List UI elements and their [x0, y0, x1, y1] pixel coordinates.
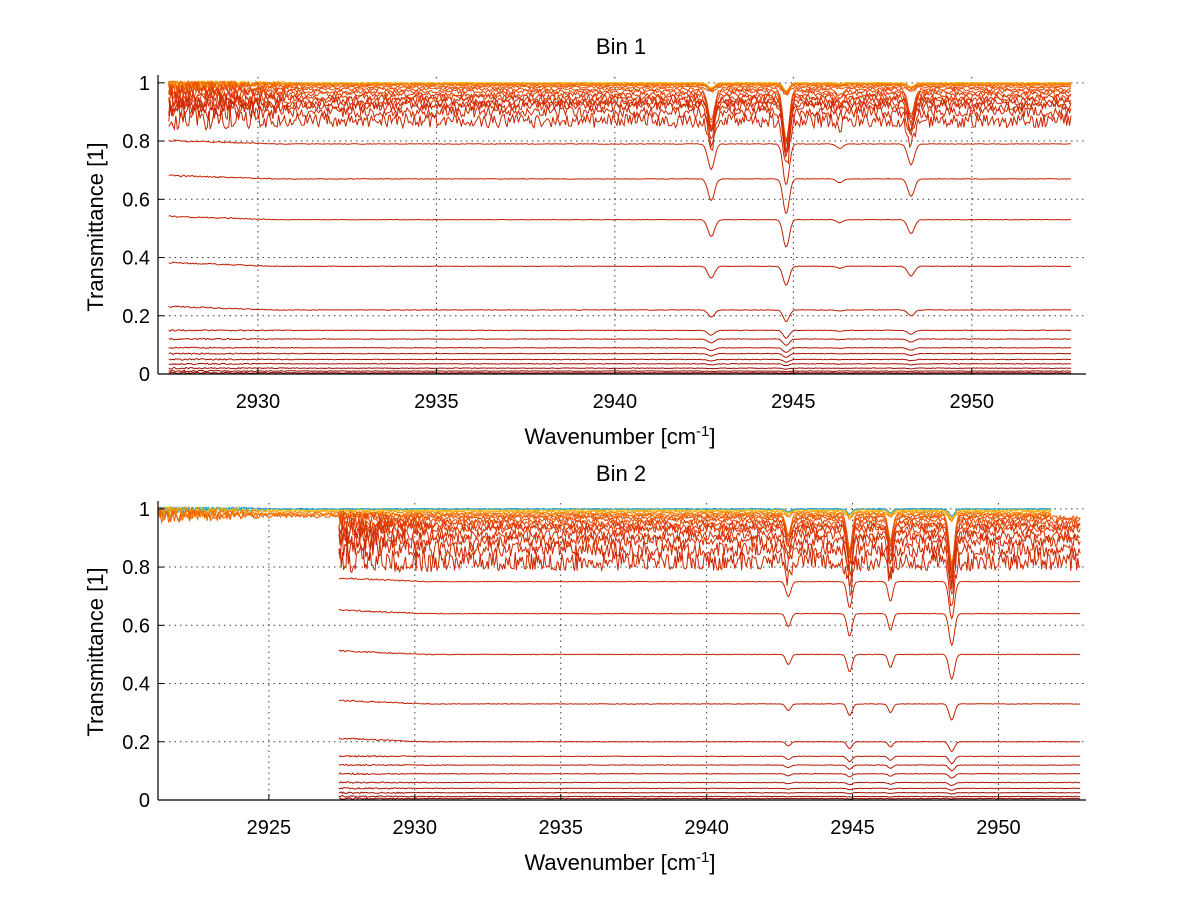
x-tick-label: 2940: [684, 817, 729, 839]
series-line: [168, 81, 1072, 142]
series-line: [338, 577, 1081, 620]
series-line: [338, 515, 1081, 572]
y-tick-label: 0.4: [122, 248, 150, 270]
series-line: [168, 346, 1072, 353]
series-group: [157, 505, 1081, 800]
series-line: [338, 737, 1081, 753]
x-tick-label: 2950: [976, 817, 1021, 839]
series-line: [168, 79, 1072, 94]
x-axis-label: Wavenumber [cm-1]: [524, 423, 715, 450]
series-line: [168, 101, 1072, 158]
y-tick-label: 0.4: [122, 674, 150, 696]
y-tick-label: 0.6: [122, 615, 150, 637]
series-group: [168, 79, 1072, 375]
y-tick-label: 1: [139, 499, 150, 521]
y-tick-label: 0: [139, 790, 150, 812]
axes: [157, 501, 1086, 801]
ticks: 2930 2935 2940 2945 2950 0 0.2 0.4 0.6 0.8 1: [122, 73, 994, 413]
series-line: [168, 84, 1072, 143]
series-line: [338, 781, 1081, 787]
y-tick-label: 0.8: [122, 557, 150, 579]
chart-title: Bin 1: [596, 34, 646, 59]
x-tick-label: 2930: [236, 391, 281, 413]
series-line: [168, 358, 1072, 363]
y-axis-label: Transmittance [1]: [83, 567, 108, 736]
series-line: [157, 508, 1052, 566]
series-line: [338, 524, 1081, 585]
series-line: [168, 261, 1072, 286]
series-line: [168, 352, 1072, 358]
chart-title: Bin 2: [596, 461, 646, 486]
series-line: [168, 362, 1072, 367]
series-line: [168, 369, 1072, 373]
series-line: [168, 337, 1072, 346]
axes: [157, 75, 1086, 375]
series-line: [157, 507, 1052, 523]
x-tick-label: 2925: [247, 817, 292, 839]
series-line: [338, 699, 1081, 721]
y-tick-label: 0.8: [122, 131, 150, 153]
series-line: [168, 139, 1072, 185]
series-line: [338, 791, 1081, 795]
series-line: [157, 505, 1052, 519]
x-axis-label: Wavenumber [cm-1]: [524, 849, 715, 876]
series-line: [168, 371, 1072, 375]
series-line: [338, 520, 1081, 579]
series-line: [168, 366, 1072, 371]
series-line: [157, 505, 1052, 518]
y-tick-label: 0.2: [122, 732, 150, 754]
x-tick-label: 2940: [593, 391, 638, 413]
series-line: [168, 174, 1072, 214]
series-line: [168, 107, 1072, 165]
series-line: [338, 786, 1081, 791]
x-tick-label: 2935: [414, 391, 459, 413]
series-line: [338, 763, 1081, 772]
series-line: [338, 543, 1081, 607]
series-line: [338, 649, 1081, 681]
series-line: [157, 505, 1052, 518]
series-line: [338, 797, 1081, 800]
series-line: [338, 608, 1081, 647]
x-tick-label: 2945: [771, 391, 816, 413]
series-line: [168, 305, 1072, 322]
series-line: [338, 772, 1081, 779]
series-line: [338, 526, 1081, 590]
ticks: 2925 2930 2935 2940 2945 2950 0 0.2 0.4 0.6 0.8 1: [122, 499, 1021, 839]
series-line: [168, 80, 1072, 96]
series-line: [338, 511, 1081, 570]
chart-panel-bin-2: Bin 2 2925 2930 2935 2940 2945 2950 0 0.2 0.4 0.6…: [83, 461, 1086, 875]
chart-panel-bin-1: Bin 1 2930 2935 2940 2945 2950 0 0.2 0.4 0.6 0.8 1…: [83, 34, 1086, 449]
x-tick-label: 2950: [950, 391, 995, 413]
series-line: [168, 328, 1072, 339]
x-tick-label: 2930: [393, 817, 438, 839]
series-line: [168, 215, 1072, 248]
series-line: [157, 505, 1052, 521]
series-line: [168, 79, 1072, 95]
y-tick-label: 1: [139, 73, 150, 95]
series-line: [168, 90, 1072, 152]
series-line: [338, 754, 1081, 765]
y-tick-label: 0.2: [122, 306, 150, 328]
y-tick-label: 0: [139, 364, 150, 386]
y-tick-label: 0.6: [122, 189, 150, 211]
y-axis-label: Transmittance [1]: [83, 142, 108, 311]
series-line: [157, 507, 1052, 564]
x-tick-label: 2945: [830, 817, 875, 839]
series-line: [338, 795, 1081, 798]
x-tick-label: 2935: [538, 817, 583, 839]
